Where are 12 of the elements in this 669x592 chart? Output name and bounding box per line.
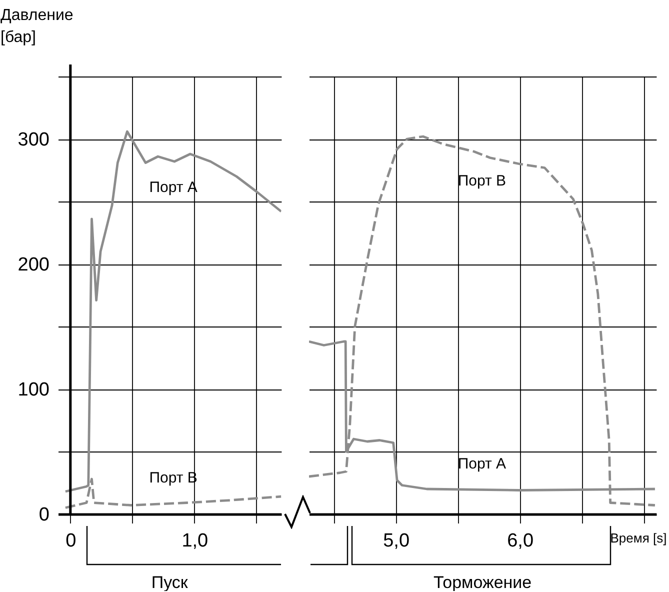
y-tick-label: 300 (18, 130, 50, 150)
series-label: Порт A (458, 456, 506, 473)
x-tick-label: 6,0 (507, 530, 534, 552)
x-tick-label: 0 (66, 530, 76, 552)
series-label: Порт B (458, 172, 506, 190)
y-tick-label: 0 (38, 504, 50, 526)
x-tick-label: 1,0 (182, 530, 208, 552)
y-axis-title: Давление [бар] (0, 7, 74, 46)
y-tick-label: 100 (18, 380, 50, 400)
x-tick-label: 5,0 (383, 530, 410, 552)
x-axis-title: Время [s] (610, 530, 667, 546)
y-tick-label: 200 (18, 254, 50, 276)
